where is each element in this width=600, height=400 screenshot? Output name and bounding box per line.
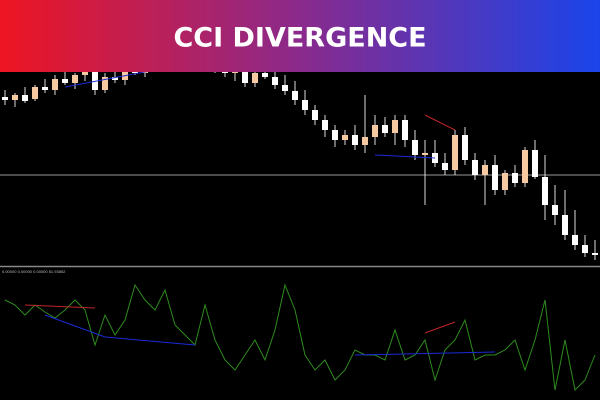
- cci-line: [4, 283, 596, 392]
- candle-body: [582, 245, 588, 253]
- candle-body: [92, 71, 98, 90]
- candle-body: [2, 97, 8, 100]
- candle-body: [312, 110, 318, 120]
- divergence-line: [24, 304, 96, 309]
- candle-body: [282, 85, 288, 91]
- divergence-line: [354, 351, 496, 356]
- candle-body: [452, 135, 458, 170]
- candle-body: [472, 160, 478, 175]
- indicator-label: 0.00000 0.00000 0.00000 51.93852: [2, 269, 66, 274]
- candle-body: [392, 120, 398, 133]
- candle-body: [572, 235, 578, 245]
- candle-body: [592, 253, 598, 255]
- candle-body: [502, 173, 508, 190]
- candle-body: [482, 165, 488, 175]
- divergence-line: [424, 321, 456, 334]
- candle-body: [12, 95, 18, 100]
- candle-body: [382, 125, 388, 133]
- divergence-line: [104, 336, 196, 346]
- candle-body: [542, 177, 548, 205]
- candle-body: [272, 77, 278, 85]
- candle-body: [122, 69, 128, 80]
- candle-body: [342, 135, 348, 140]
- candle-body: [82, 71, 88, 75]
- divergence-line: [424, 114, 456, 131]
- banner: [0, 0, 600, 72]
- candle-body: [242, 69, 248, 83]
- candle-body: [32, 87, 38, 99]
- candle-body: [462, 135, 468, 160]
- divergence-line: [44, 314, 106, 338]
- candle-body: [112, 77, 118, 80]
- candle-body: [62, 79, 68, 83]
- candle-body: [562, 215, 568, 235]
- candle-body: [42, 87, 48, 90]
- candle-body: [22, 95, 28, 101]
- candle-body: [52, 79, 58, 90]
- candle-body: [362, 137, 368, 145]
- candle-body: [402, 120, 408, 140]
- candle-body: [262, 73, 268, 77]
- candle-body: [532, 150, 538, 177]
- candle-body: [442, 163, 448, 170]
- candle-body: [412, 140, 418, 155]
- candle-body: [422, 153, 428, 155]
- chart-title: CCI DIVERGENCE: [173, 23, 426, 54]
- candle-body: [352, 135, 358, 145]
- candle-body: [302, 100, 308, 110]
- candle-body: [332, 130, 338, 140]
- candle-body: [322, 120, 328, 130]
- candle-body: [102, 77, 108, 90]
- divergence-line: [374, 154, 436, 159]
- candle-body: [492, 165, 498, 190]
- candle-body: [72, 75, 78, 83]
- candle-body: [292, 91, 298, 100]
- candle-body: [512, 173, 518, 183]
- candle-body: [252, 73, 258, 83]
- candle-body: [552, 205, 558, 215]
- divergence-line: [64, 69, 156, 88]
- candle-body: [372, 125, 378, 137]
- candle-body: [522, 150, 528, 183]
